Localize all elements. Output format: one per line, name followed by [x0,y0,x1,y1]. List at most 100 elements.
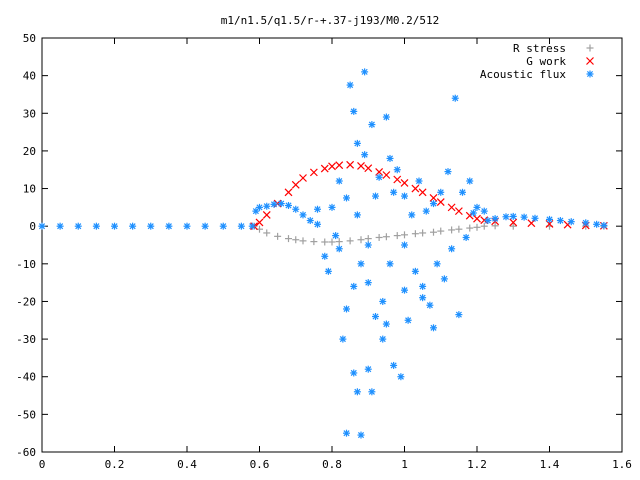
chart-title: m1/n1.5/q1.5/r-+.37-j193/M0.2/512 [221,14,440,27]
data-point [357,162,365,170]
x-tick-label: 0.8 [322,458,342,471]
data-point [321,252,329,260]
data-point [375,168,384,176]
data-point [415,177,423,185]
legend-marker [586,70,594,78]
data-marks [38,68,608,439]
data-point [401,241,408,249]
data-point [444,168,452,176]
legend-marker [586,44,594,52]
data-point [509,212,517,220]
data-point [361,151,369,159]
data-point [462,233,470,241]
data-point [401,286,408,294]
data-point [368,388,376,396]
data-point [321,238,329,246]
legend-label: Acoustic flux [480,68,566,81]
data-point [390,361,398,369]
data-point [401,192,408,200]
data-point [263,229,271,237]
data-point [335,245,343,253]
data-point [520,213,528,221]
y-tick-label: 0 [29,220,36,233]
series-g-work [250,160,608,231]
y-tick-label: 40 [23,70,36,83]
data-point [419,229,427,237]
data-point [328,162,336,171]
data-point [291,180,300,189]
data-point [314,220,321,228]
y-tick-label: -50 [16,408,36,421]
data-point [430,324,437,332]
data-point [411,184,420,193]
x-tick-label: 1.2 [467,458,487,471]
data-point [459,188,466,196]
data-point [509,222,517,230]
data-point [473,203,481,211]
data-point [379,297,387,305]
y-tick-label: -30 [16,333,36,346]
x-tick-label: 0.2 [105,458,125,471]
data-point [401,231,408,239]
data-point [382,113,390,121]
data-point [314,205,321,213]
data-point [353,139,361,147]
data-point [357,431,365,439]
data-point [284,188,293,197]
data-point [418,188,427,197]
data-point [292,236,300,244]
data-point [248,222,256,230]
data-point [455,311,463,319]
data-point [237,222,245,230]
data-point [306,217,314,225]
data-point [292,205,300,213]
data-point [455,225,463,233]
data-point [419,282,427,290]
data-point [335,238,343,246]
data-point [328,238,336,246]
data-point [466,177,474,185]
data-point [480,207,488,215]
data-point [400,178,409,187]
y-tick-label: -20 [16,295,36,308]
data-point [491,215,499,223]
data-point [38,222,46,230]
data-point [357,260,365,268]
x-tick-label: 1 [401,458,408,471]
data-point [372,313,379,321]
x-tick-label: 0.4 [177,458,197,471]
data-point [393,166,401,174]
data-point [299,174,307,182]
data-point [567,218,575,226]
data-point [422,207,430,215]
data-point [343,305,350,313]
data-point [386,260,394,268]
data-point [382,233,390,241]
y-tick-label: -40 [16,371,36,384]
data-point [364,279,372,287]
data-point [419,294,427,302]
data-point [473,214,481,223]
legend-label: G work [526,55,566,68]
data-point [411,267,419,275]
data-point [436,198,445,207]
data-point [393,232,401,240]
data-point [593,220,601,228]
data-point [361,68,369,76]
data-point [491,222,499,230]
data-point [111,222,118,230]
data-point [546,215,553,223]
data-point [600,221,608,229]
data-point [364,235,372,243]
data-point [357,236,365,244]
data-point [473,223,481,231]
data-point [92,222,100,230]
data-point [350,282,358,290]
data-point [256,203,263,211]
data-point [451,94,459,102]
data-point [274,232,282,240]
data-point [328,203,336,211]
series-acoustic-flux [38,68,608,439]
data-point [469,209,477,217]
data-point [509,218,518,227]
